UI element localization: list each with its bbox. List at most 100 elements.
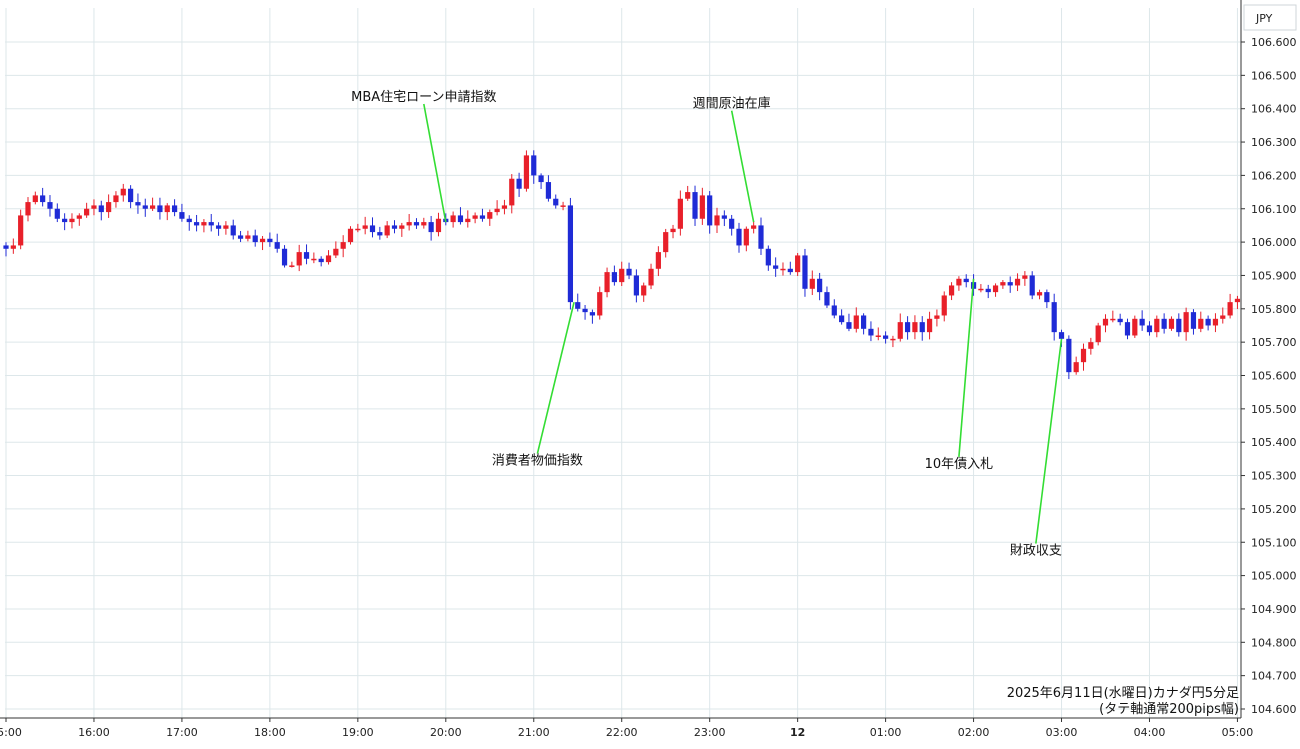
candle-body xyxy=(641,285,647,296)
candle-body xyxy=(318,258,324,263)
candle-body xyxy=(135,202,141,206)
y-tick-label: 105.400 xyxy=(1251,436,1297,449)
candle-body xyxy=(809,278,815,289)
x-tick-label: 02:00 xyxy=(958,726,990,739)
candle-body xyxy=(523,155,530,189)
candle-body xyxy=(883,335,889,339)
candle-body xyxy=(890,338,896,341)
candle-body xyxy=(1102,318,1109,326)
x-tick-label: 23:00 xyxy=(694,726,726,739)
candle-body xyxy=(391,225,398,229)
candle-body xyxy=(1139,318,1145,326)
candle-body xyxy=(1007,282,1013,286)
candle-body xyxy=(655,252,661,269)
candle-body xyxy=(765,248,771,266)
candle-body xyxy=(193,222,200,226)
candle-body xyxy=(340,242,346,249)
candle-body xyxy=(1198,318,1204,329)
candle-body xyxy=(780,268,786,271)
candle-body xyxy=(157,205,163,213)
candle-body xyxy=(421,222,427,226)
candle-body xyxy=(904,322,911,333)
candle-body xyxy=(875,335,881,337)
candle-body xyxy=(1205,318,1211,326)
candle-body xyxy=(62,218,68,223)
annotation-leader-line xyxy=(536,301,575,454)
annotation-label: 10年債入札 xyxy=(925,457,994,472)
chart-caption-line2: (タテ軸通常200pips幅) xyxy=(1099,702,1239,717)
candle-body xyxy=(1080,348,1087,363)
candle-body xyxy=(201,222,207,226)
candle-body xyxy=(948,285,955,296)
candle-body xyxy=(215,225,222,229)
candle-body xyxy=(1124,322,1131,336)
candle-body xyxy=(289,265,295,267)
currency-box xyxy=(1243,4,1297,31)
candle-body xyxy=(531,155,537,176)
candle-body xyxy=(76,215,82,219)
candle-body xyxy=(479,215,486,219)
candle-body xyxy=(692,192,698,219)
y-tick-label: 105.300 xyxy=(1251,470,1297,483)
chart-caption-line1: 2025年6月11日(水曜日)カナダ円5分足 xyxy=(1007,686,1239,701)
candle-body xyxy=(428,222,434,233)
candle-body xyxy=(677,198,683,229)
y-tick-label: 105.200 xyxy=(1251,503,1297,516)
candle-body xyxy=(296,252,302,266)
candle-body xyxy=(1014,278,1021,286)
candle-body xyxy=(1227,302,1233,316)
candle-body xyxy=(347,228,354,243)
candle-body xyxy=(868,328,874,336)
candle-body xyxy=(113,195,119,203)
candle-body xyxy=(106,202,112,213)
candle-body xyxy=(120,188,126,196)
x-tick-label: 17:00 xyxy=(166,726,198,739)
candle-body xyxy=(252,235,258,243)
candle-body xyxy=(32,195,38,203)
candle-body xyxy=(743,228,749,246)
candle-body xyxy=(47,202,53,209)
candle-body xyxy=(3,245,9,249)
y-tick-label: 106.400 xyxy=(1251,103,1297,116)
candle-body xyxy=(611,272,617,283)
y-tick-label: 104.700 xyxy=(1251,670,1297,683)
y-tick-label: 105.500 xyxy=(1251,403,1297,416)
candle-body xyxy=(457,215,464,223)
candle-body xyxy=(10,245,16,249)
candle-body xyxy=(787,268,793,273)
candle-body xyxy=(699,195,705,219)
x-tick-label: 18:00 xyxy=(254,726,286,739)
y-tick-label: 106.300 xyxy=(1251,136,1297,149)
candle-body xyxy=(824,292,830,306)
candle-body xyxy=(509,178,515,206)
candle-body xyxy=(589,312,595,316)
candle-body xyxy=(1044,292,1050,303)
y-tick-label: 106.500 xyxy=(1251,69,1297,82)
candle-body xyxy=(413,222,420,226)
candle-body xyxy=(751,225,757,229)
annotation-leader-line xyxy=(1035,338,1063,544)
candle-body xyxy=(40,195,46,203)
candle-body xyxy=(1168,318,1175,329)
candle-body xyxy=(714,215,720,226)
candle-body xyxy=(516,178,522,189)
y-tick-label: 104.800 xyxy=(1251,636,1297,649)
candle-body xyxy=(487,212,493,219)
candle-body xyxy=(567,205,574,303)
candle-body xyxy=(831,305,837,316)
candle-body xyxy=(992,285,999,293)
candle-body xyxy=(758,225,764,249)
candle-body xyxy=(1058,332,1065,339)
candle-body xyxy=(1000,282,1006,286)
candle-body xyxy=(663,232,669,253)
candle-body xyxy=(69,218,75,223)
candle-body xyxy=(795,255,801,273)
x-tick-label: 19:00 xyxy=(342,726,374,739)
candle-body xyxy=(685,192,691,199)
candle-body xyxy=(377,232,383,236)
candle-body xyxy=(839,315,845,323)
candle-body xyxy=(1183,312,1189,333)
